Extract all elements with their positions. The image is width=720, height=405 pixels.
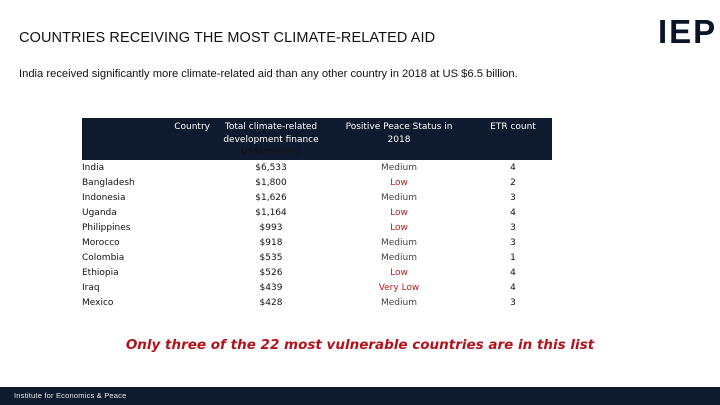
slide-title: COUNTRIES RECEIVING THE MOST CLIMATE-REL… (19, 30, 436, 46)
callout-text: Only three of the 22 most vulnerable cou… (125, 337, 595, 353)
cell-peace-status: Medium (381, 193, 417, 203)
cell-finance: $526 (259, 268, 283, 278)
table-body: India $6,533 Medium 4 Bangladesh $1,800 Low 2 In… (82, 161, 552, 311)
table-row: Indonesia $1,626 Medium 3 (82, 191, 552, 206)
table-row: Bangladesh $1,800 Low 2 (82, 176, 552, 191)
table-row: India $6,533 Medium 4 (82, 161, 552, 176)
cell-country: Uganda (82, 208, 117, 218)
cell-etr-count: 3 (510, 238, 516, 248)
cell-peace-status: Medium (381, 298, 417, 308)
table-row: Morocco $918 Medium 3 (82, 236, 552, 251)
aid-table: Country Total climate-related developmen… (82, 118, 552, 308)
table-row: Philippines $993 Low 3 (82, 221, 552, 236)
table-row: Colombia $535 Medium 1 (82, 251, 552, 266)
cell-etr-count: 4 (510, 268, 516, 278)
cell-peace-status: Very Low (378, 283, 420, 293)
cell-etr-count: 1 (510, 253, 516, 263)
header-country: Country (174, 122, 210, 132)
table-row: Iraq $439 Very Low 4 (82, 281, 552, 296)
cell-finance: $1,800 (255, 178, 287, 188)
header-finance-line-1: Total climate-related (224, 122, 318, 132)
cell-finance: $1,164 (255, 208, 287, 218)
cell-country: Iraq (82, 283, 100, 293)
cell-peace-status: Medium (381, 163, 417, 173)
cell-etr-count: 4 (510, 283, 516, 293)
header-peace-line-1: Positive Peace Status in (345, 122, 453, 132)
cell-peace-status: Low (390, 223, 408, 233)
cell-etr-count: 3 (510, 298, 516, 308)
header-etr: ETR count (490, 122, 536, 132)
iep-logo: IEP (658, 13, 718, 50)
cell-etr-count: 3 (510, 193, 516, 203)
cell-finance: $1,626 (255, 193, 287, 203)
header-peace: Positive Peace Status in 2018 (339, 121, 459, 147)
footer-bar: Institute for Economics & Peace (0, 387, 720, 405)
cell-country: Mexico (82, 298, 114, 308)
footer-text: Institute for Economics & Peace (14, 391, 127, 400)
cell-etr-count: 4 (510, 163, 516, 173)
cell-finance: $428 (259, 298, 283, 308)
header-finance-units-row: US$(millions) (82, 145, 552, 160)
slide-subtitle: India received significantly more climat… (19, 68, 518, 80)
cell-peace-status: Medium (381, 253, 417, 263)
cell-peace-status: Low (390, 268, 408, 278)
header-peace-line-2: 2018 (387, 135, 411, 145)
table-row: Ethiopia $526 Low 4 (82, 266, 552, 281)
header-finance-line-3: US$(millions) (241, 147, 301, 157)
cell-country: Bangladesh (82, 178, 135, 188)
cell-finance: $535 (259, 253, 283, 263)
table-row: Mexico $428 Medium 3 (82, 296, 552, 311)
cell-country: Morocco (82, 238, 120, 248)
cell-finance: $993 (259, 223, 283, 233)
cell-peace-status: Low (390, 208, 408, 218)
cell-finance: $918 (259, 238, 283, 248)
cell-etr-count: 3 (510, 223, 516, 233)
header-finance: Total climate-related development financ… (220, 121, 322, 147)
cell-etr-count: 2 (510, 178, 516, 188)
table-header: Country Total climate-related developmen… (82, 118, 552, 160)
table-row: Uganda $1,164 Low 4 (82, 206, 552, 221)
cell-peace-status: Low (390, 178, 408, 188)
cell-country: Colombia (82, 253, 125, 263)
cell-finance: $439 (259, 283, 283, 293)
cell-etr-count: 4 (510, 208, 516, 218)
cell-finance: $6,533 (255, 163, 287, 173)
cell-country: Indonesia (82, 193, 126, 203)
cell-country: Ethiopia (82, 268, 119, 278)
cell-peace-status: Medium (381, 238, 417, 248)
cell-country: Philippines (82, 223, 131, 233)
cell-country: India (82, 163, 105, 173)
header-finance-line-2: development finance (223, 135, 319, 145)
